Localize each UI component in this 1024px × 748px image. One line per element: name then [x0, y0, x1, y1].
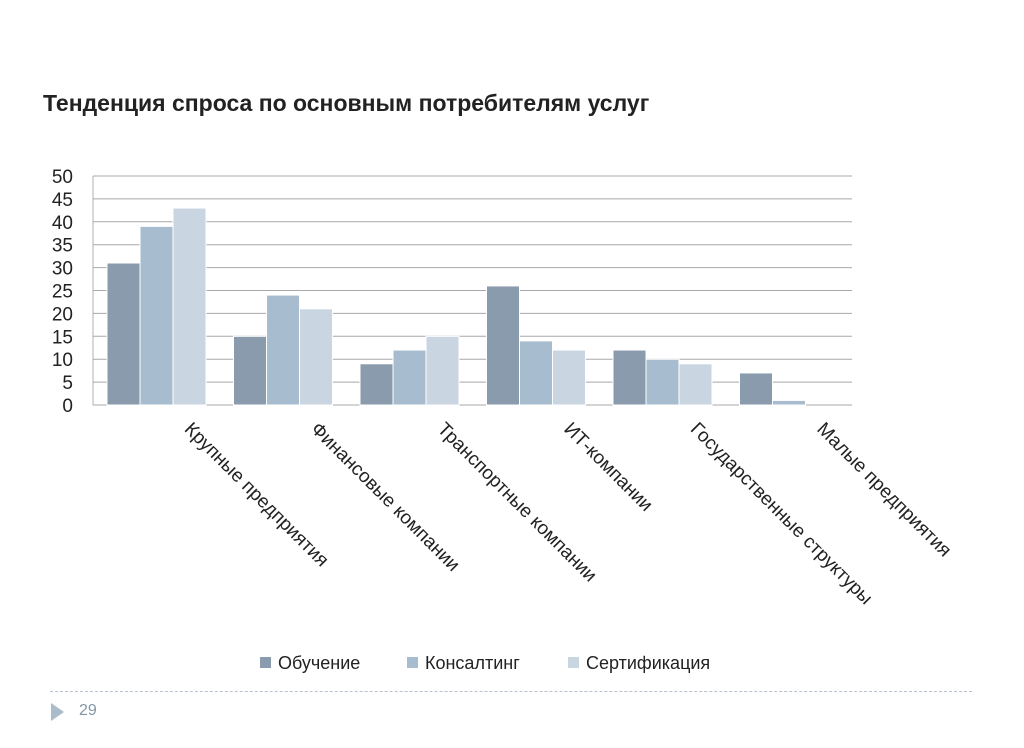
y-tick-label: 5: [62, 373, 73, 394]
legend-swatch: [568, 657, 579, 668]
bar: [486, 285, 520, 406]
legend-label: Обучение: [278, 653, 360, 673]
bar: [425, 335, 460, 406]
y-tick-label: 15: [52, 327, 73, 348]
y-tick-label: 25: [52, 282, 73, 303]
x-tick-label: Малые предприятия: [812, 419, 955, 562]
legend-swatch: [407, 657, 418, 668]
y-tick-label: 10: [52, 350, 73, 371]
y-tick-label: 40: [52, 213, 73, 234]
slide-title: Тенденция спроса по основным потребителя…: [43, 90, 650, 116]
footer-divider: [50, 691, 972, 692]
y-tick-label: 20: [52, 304, 73, 325]
chart-legend: Обучение Консалтинг Сертификация: [260, 653, 710, 673]
y-tick-label: 50: [52, 167, 73, 188]
y-tick-label: 0: [62, 396, 73, 417]
bar: [678, 363, 713, 406]
page-number: 29: [79, 702, 97, 719]
bar: [106, 262, 141, 406]
bar: [739, 372, 773, 406]
legend-label: Сертификация: [586, 653, 710, 673]
chart-bars: [106, 207, 806, 406]
bar: [645, 358, 680, 406]
bar: [519, 340, 553, 406]
bar: [266, 294, 300, 406]
x-tick-label: Крупные предприятия: [180, 419, 333, 572]
y-tick-label: 30: [52, 259, 73, 280]
bar: [233, 335, 267, 406]
chart-grid: [92, 175, 852, 406]
bar: [552, 349, 586, 406]
legend-label: Консалтинг: [425, 653, 520, 673]
bar: [299, 308, 333, 406]
bar: [772, 399, 806, 406]
y-tick-label: 35: [52, 236, 73, 257]
bar: [359, 363, 394, 406]
bar: [392, 349, 427, 406]
bar: [139, 225, 174, 406]
bar: [612, 349, 647, 406]
legend-swatch: [260, 657, 271, 668]
x-tick-label: ИТ-компании: [559, 419, 656, 516]
triangle-right-icon: [51, 703, 64, 721]
bar: [172, 207, 207, 406]
y-tick-label: 45: [52, 190, 73, 211]
x-tick-label: Финансовые компании: [306, 419, 463, 576]
